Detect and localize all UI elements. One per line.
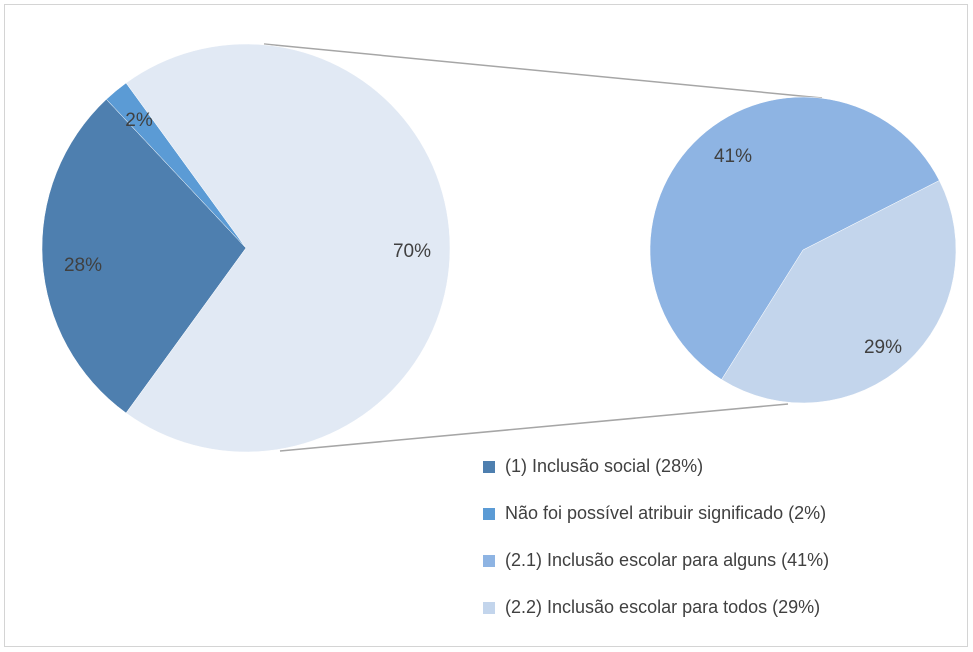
slice-inclusao-social: [41, 98, 247, 414]
main-pie: [41, 43, 451, 453]
legend-swatch: [483, 555, 495, 567]
legend-item: (2.2) Inclusão escolar para todos (29%): [483, 597, 820, 617]
legend-label: (2.2) Inclusão escolar para todos (29%): [505, 597, 820, 617]
legend-swatch: [483, 602, 495, 614]
slice-escolar-alguns: [649, 96, 940, 380]
legend-label: Não foi possível atribuir significado (2…: [505, 503, 826, 523]
connector-line-bottom: [279, 403, 789, 452]
slice-inclusao-escolar: [125, 43, 451, 453]
slice-escolar-todos: [721, 180, 957, 404]
legend-item: Não foi possível atribuir significado (2…: [483, 503, 826, 523]
legend-item: (1) Inclusão social (28%): [483, 456, 703, 476]
data-label-secondary-0: 41%: [714, 146, 752, 167]
data-label-main-0: 28%: [64, 255, 102, 276]
legend-label: (1) Inclusão social (28%): [505, 456, 703, 476]
secondary-pie: [649, 96, 957, 404]
data-label-main-2: 70%: [393, 241, 431, 262]
legend-label: (2.1) Inclusão escolar para alguns (41%): [505, 550, 829, 570]
legend: (1) Inclusão social (28%) Não foi possíve…: [483, 456, 829, 617]
connector-lines: [263, 43, 823, 452]
legend-item: (2.1) Inclusão escolar para alguns (41%): [483, 550, 829, 570]
data-label-main-1: 2%: [125, 110, 153, 131]
legend-swatch: [483, 508, 495, 520]
connector-line-top: [263, 43, 823, 99]
legend-swatch: [483, 461, 495, 473]
data-label-secondary-1: 29%: [864, 337, 902, 358]
